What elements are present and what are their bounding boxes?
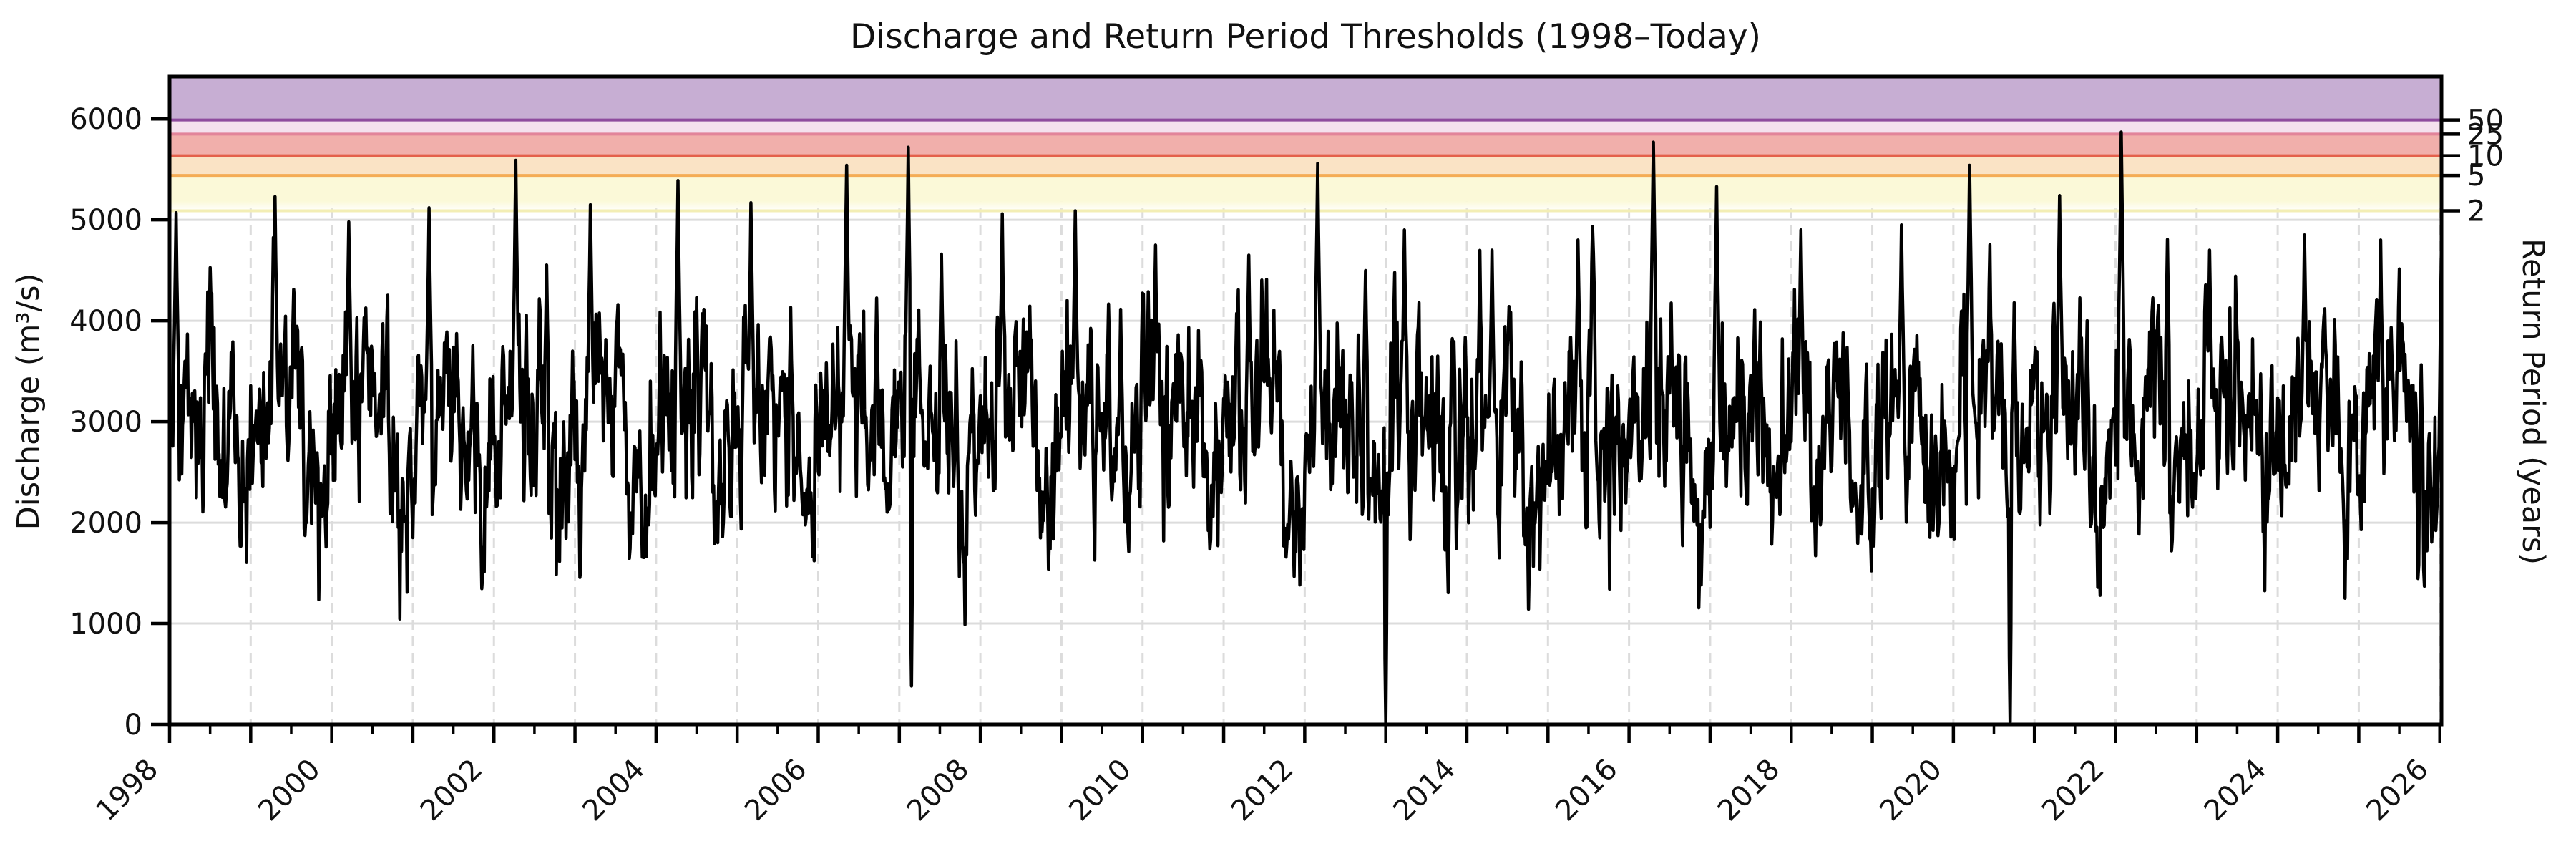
y-tick-label-right: 2 — [2467, 195, 2485, 228]
y-tick-label-right: 5 — [2467, 160, 2485, 193]
return-period-band-10yr — [170, 134, 2441, 156]
y-tick-labels-left: 0 1000 2000 3000 4000 5000 6000 — [69, 103, 142, 742]
x-tick-label: 2024 — [2198, 753, 2273, 828]
y-tick-label-left: 2000 — [69, 507, 142, 540]
y-tick-label-right: 10 — [2467, 140, 2504, 173]
x-tick-label: 2014 — [1387, 753, 1463, 828]
x-tick-label: 2004 — [576, 753, 651, 828]
x-tick-labels: 1998 2000 2002 2004 2006 2008 2010 2012 2014 2016… — [90, 753, 2435, 828]
y-axis-label-right: Return Period (years) — [2515, 238, 2551, 565]
y-tick-label-right: 25 — [2467, 118, 2504, 151]
y-tick-label-right: 50 — [2467, 105, 2504, 137]
x-tick-label: 2006 — [738, 753, 814, 828]
discharge-series-line — [167, 130, 2444, 727]
x-tick-label: 2000 — [252, 753, 327, 828]
y-tick-label-left: 4000 — [69, 305, 142, 338]
x-tick-label: 2022 — [2036, 753, 2111, 828]
x-tick-label: 2026 — [2360, 753, 2435, 828]
x-tick-label: 2016 — [1549, 753, 1624, 828]
return-period-band-5yr — [170, 155, 2441, 176]
y-tick-label-left: 1000 — [69, 608, 142, 641]
axis-ticks — [151, 117, 2460, 743]
y-tick-label-left: 6000 — [69, 103, 142, 136]
x-tick-label: 2020 — [1873, 753, 1948, 828]
threshold-bands — [170, 77, 2441, 211]
y-tick-label-left: 3000 — [69, 406, 142, 439]
y-tick-label-left: 0 — [125, 709, 142, 742]
y-axis-label-left: Discharge (m³/s) — [11, 273, 47, 530]
x-tick-label: 2012 — [1225, 753, 1300, 828]
discharge-series — [167, 130, 2444, 727]
x-tick-label: 2018 — [1712, 753, 1787, 828]
return-period-band-2yr — [170, 175, 2441, 211]
x-tick-label: 2002 — [414, 753, 489, 828]
chart-title: Discharge and Return Period Thresholds (… — [850, 17, 1761, 57]
x-tick-label: 1998 — [90, 753, 165, 828]
y-tick-label-left: 5000 — [69, 204, 142, 237]
return-period-band-25yr — [170, 120, 2441, 135]
x-tick-label: 2010 — [1063, 753, 1138, 828]
threshold-lines — [170, 118, 2441, 213]
x-tick-label: 2008 — [901, 753, 976, 828]
return-period-band-50yr — [170, 77, 2441, 120]
